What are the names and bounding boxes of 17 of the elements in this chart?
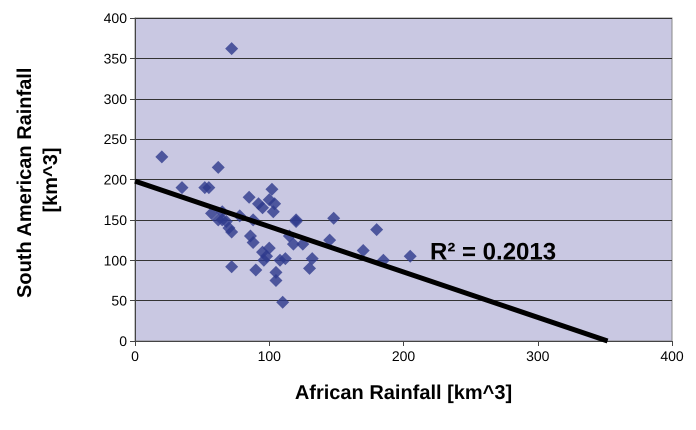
y-tick-label: 250 [104,131,128,148]
y-tick-label: 300 [104,90,128,107]
x-axis-title: African Rainfall [km^3] [294,382,512,404]
y-tick-label: 100 [104,252,128,268]
y-axis-title: South American Rainfall [km^3] [14,62,62,298]
y-tick-label: 150 [104,212,128,228]
x-tick-label: 100 [258,348,282,364]
y-tick-label: 50 [111,292,128,309]
y-tick-label: 400 [104,10,128,26]
annotation: R² = 0.2013 [430,238,556,266]
x-tick-label: 300 [526,348,550,364]
y-tick-label: 200 [104,172,128,188]
y-tick-label: 350 [104,50,128,66]
x-tick-label: 400 [660,348,684,364]
x-tick-label: 0 [131,348,140,364]
x-tick-label: 200 [392,348,416,364]
y-tick-label: 0 [119,333,128,349]
